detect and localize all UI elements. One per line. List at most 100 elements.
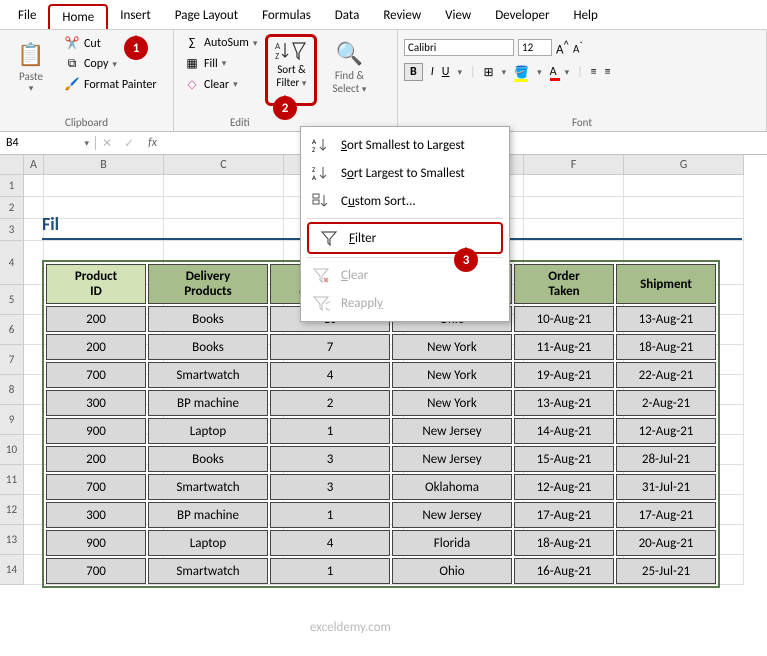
table-cell[interactable]: Laptop <box>148 530 268 556</box>
table-header[interactable]: OrderTaken <box>514 264 614 304</box>
table-cell[interactable]: 200 <box>46 334 146 360</box>
font-name-input[interactable] <box>404 39 514 56</box>
table-cell[interactable]: Smartwatch <box>148 558 268 584</box>
menu-tab-formulas[interactable]: Formulas <box>250 4 323 29</box>
table-cell[interactable]: 19-Aug-21 <box>514 362 614 388</box>
find-select-button[interactable]: 🔍 Find & Select ▾ <box>321 34 377 100</box>
table-cell[interactable]: 200 <box>46 446 146 472</box>
row-header-14[interactable]: 14 <box>0 555 24 585</box>
table-cell[interactable]: 11-Aug-21 <box>514 334 614 360</box>
table-cell[interactable]: 20-Aug-21 <box>616 530 716 556</box>
cell[interactable] <box>24 197 44 219</box>
paste-button[interactable]: 📋 Paste ▾ <box>6 34 56 100</box>
border-button[interactable]: ⊞ <box>484 65 494 80</box>
row-header-6[interactable]: 6 <box>0 315 24 345</box>
table-cell[interactable]: 200 <box>46 306 146 332</box>
table-cell[interactable]: New Jersey <box>392 502 512 528</box>
increase-font-icon[interactable]: A^ <box>556 38 569 57</box>
underline-button[interactable]: U <box>442 65 450 79</box>
table-cell[interactable]: 15-Aug-21 <box>514 446 614 472</box>
col-header-B[interactable]: B <box>44 155 164 175</box>
menu-tab-view[interactable]: View <box>433 4 483 29</box>
format-painter-button[interactable]: 🖌️Format Painter <box>60 75 161 94</box>
fx-icon[interactable]: fx <box>140 136 165 150</box>
menu-tab-insert[interactable]: Insert <box>108 4 163 29</box>
table-header[interactable]: Shipment <box>616 264 716 304</box>
col-header-G[interactable]: G <box>624 155 744 175</box>
table-cell[interactable]: 700 <box>46 558 146 584</box>
table-cell[interactable]: 25-Jul-21 <box>616 558 716 584</box>
table-cell[interactable]: Laptop <box>148 418 268 444</box>
cell[interactable] <box>164 175 284 197</box>
table-cell[interactable]: 2-Aug-21 <box>616 390 716 416</box>
table-cell[interactable]: New York <box>392 390 512 416</box>
sort-filter-button[interactable]: AZ Sort & Filter ▾ <box>265 34 317 106</box>
col-header-A[interactable]: A <box>24 155 44 175</box>
cell[interactable] <box>24 375 44 405</box>
row-header-1[interactable]: 1 <box>0 175 24 197</box>
table-cell[interactable]: 13-Aug-21 <box>616 306 716 332</box>
cell[interactable] <box>24 525 44 555</box>
table-cell[interactable]: 3 <box>270 446 390 472</box>
align-center-icon[interactable]: ≡ <box>605 65 611 79</box>
dd-filter[interactable]: Filter <box>307 222 503 254</box>
menu-tab-review[interactable]: Review <box>371 4 433 29</box>
copy-button[interactable]: ⧉Copy ▾ <box>60 55 161 73</box>
table-cell[interactable]: 7 <box>270 334 390 360</box>
table-cell[interactable]: Smartwatch <box>148 362 268 388</box>
table-cell[interactable]: 18-Aug-21 <box>616 334 716 360</box>
cell[interactable] <box>24 175 44 197</box>
table-cell[interactable]: BP machine <box>148 502 268 528</box>
cell[interactable] <box>44 197 164 219</box>
dd-sort-largest[interactable]: ZASort Largest to Smallest <box>301 159 509 187</box>
autosum-button[interactable]: ∑AutoSum ▾ <box>180 34 261 52</box>
table-cell[interactable]: 16-Aug-21 <box>514 558 614 584</box>
cell[interactable] <box>24 315 44 345</box>
fill-color-button[interactable]: 🪣 <box>514 65 529 80</box>
cell[interactable] <box>24 465 44 495</box>
font-size-input[interactable] <box>518 39 552 56</box>
cell[interactable] <box>524 175 624 197</box>
table-cell[interactable]: 13-Aug-21 <box>514 390 614 416</box>
menu-tab-developer[interactable]: Developer <box>483 4 561 29</box>
cell[interactable] <box>24 555 44 585</box>
row-header-12[interactable]: 12 <box>0 495 24 525</box>
cell[interactable] <box>24 241 44 285</box>
table-cell[interactable]: 22-Aug-21 <box>616 362 716 388</box>
table-cell[interactable]: 700 <box>46 474 146 500</box>
row-header-5[interactable]: 5 <box>0 285 24 315</box>
dd-sort-smallest[interactable]: AZSort Smallest to Largest <box>301 131 509 159</box>
align-left-icon[interactable]: ≡ <box>591 65 597 79</box>
menu-tab-page-layout[interactable]: Page Layout <box>163 4 250 29</box>
name-box[interactable]: B4▾ <box>0 136 96 150</box>
menu-tab-home[interactable]: Home <box>48 4 108 29</box>
row-header-13[interactable]: 13 <box>0 525 24 555</box>
table-cell[interactable]: Smartwatch <box>148 474 268 500</box>
table-cell[interactable]: 10-Aug-21 <box>514 306 614 332</box>
row-header-2[interactable]: 2 <box>0 197 24 219</box>
table-cell[interactable]: 18-Aug-21 <box>514 530 614 556</box>
menu-tab-data[interactable]: Data <box>323 4 372 29</box>
table-cell[interactable]: 300 <box>46 502 146 528</box>
cell[interactable] <box>24 495 44 525</box>
row-header-3[interactable]: 3 <box>0 219 24 241</box>
table-cell[interactable]: Ohio <box>392 558 512 584</box>
table-cell[interactable]: 12-Aug-21 <box>514 474 614 500</box>
cell[interactable] <box>24 345 44 375</box>
table-cell[interactable]: 28-Jul-21 <box>616 446 716 472</box>
row-header-7[interactable]: 7 <box>0 345 24 375</box>
table-cell[interactable]: 31-Jul-21 <box>616 474 716 500</box>
table-cell[interactable]: 4 <box>270 362 390 388</box>
table-cell[interactable]: 300 <box>46 390 146 416</box>
italic-button[interactable]: I <box>431 65 434 79</box>
menu-tab-file[interactable]: File <box>6 4 48 29</box>
bold-button[interactable]: B <box>404 63 423 81</box>
table-cell[interactable]: 1 <box>270 502 390 528</box>
table-cell[interactable]: 12-Aug-21 <box>616 418 716 444</box>
decrease-font-icon[interactable]: Aˇ <box>573 40 583 56</box>
table-cell[interactable]: 17-Aug-21 <box>616 502 716 528</box>
table-cell[interactable]: 700 <box>46 362 146 388</box>
cell[interactable] <box>24 435 44 465</box>
dd-custom-sort[interactable]: Custom Sort... <box>301 187 509 215</box>
table-cell[interactable]: BP machine <box>148 390 268 416</box>
